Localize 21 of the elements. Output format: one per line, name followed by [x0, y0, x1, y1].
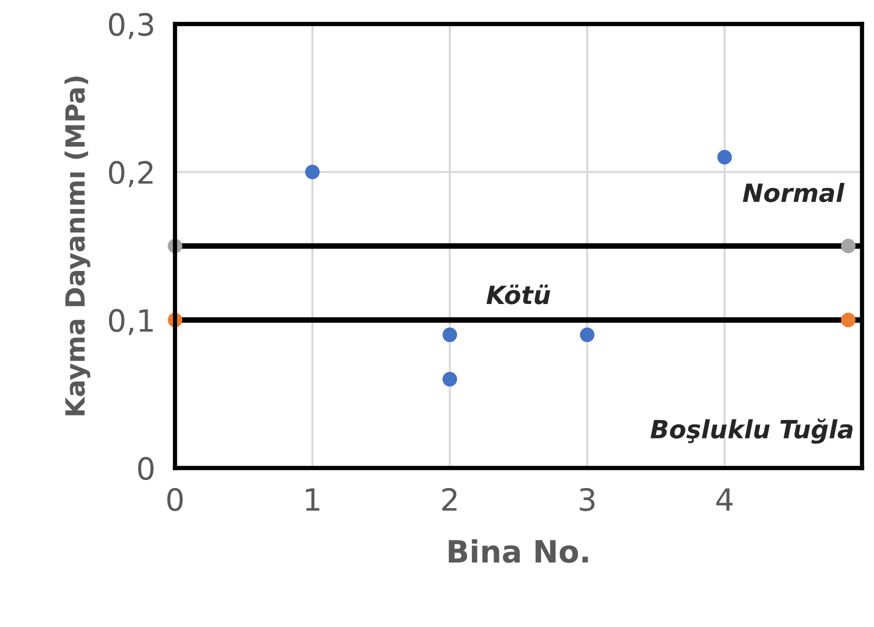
- point: [305, 164, 320, 180]
- point: [580, 328, 594, 342]
- point: [442, 328, 458, 342]
- x-tick-label: 0: [167, 488, 183, 512]
- y-tick-label: 0,2: [108, 160, 152, 188]
- y-tick-label: 0,1: [108, 308, 153, 336]
- annotation: Boşluklu Tuğla: [650, 418, 853, 444]
- y-tick-label: 0: [138, 456, 154, 480]
- x-tick-label: 3: [580, 488, 594, 512]
- x-tick-label: 4: [716, 488, 733, 511]
- point: [717, 150, 732, 164]
- point: [840, 238, 856, 254]
- annotation: Normal: [742, 182, 845, 202]
- y-tick-label: 0,3: [108, 12, 154, 40]
- point: [840, 312, 856, 328]
- point: [442, 372, 458, 386]
- annotation: Kötü: [486, 284, 550, 304]
- x-axis-title: Bina No.: [448, 539, 588, 563]
- x-tick-label: 1: [306, 488, 320, 511]
- y-axis-title: Kayma Dayanımı (MPa): [64, 76, 90, 416]
- x-tick-label: 2: [442, 488, 456, 511]
